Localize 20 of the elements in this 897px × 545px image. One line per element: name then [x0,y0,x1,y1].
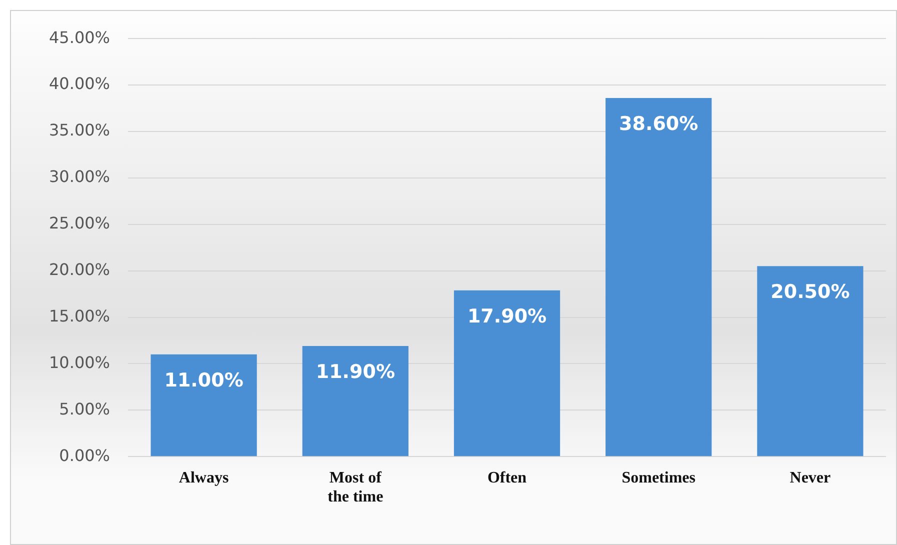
x-tick-label: Most of the time [328,469,384,506]
y-tick-label: 15.00% [48,306,110,326]
y-tick-label: 30.00% [48,167,110,186]
data-label: 20.50% [770,281,850,304]
data-label: 17.90% [467,305,547,328]
y-tick-label: 45.00% [48,28,110,47]
y-tick-label: 25.00% [48,214,110,233]
y-tick-label: 40.00% [48,74,110,94]
data-label: 11.90% [316,361,395,383]
y-tick-label: 5.00% [59,399,110,418]
data-label: 38.60% [619,112,698,135]
data-label: 11.00% [164,369,244,392]
y-tick-label: 35.00% [48,120,110,140]
x-tick-label: Never [790,469,831,486]
x-tick-label: Often [487,469,527,486]
y-tick-label: 0.00% [59,446,110,465]
y-tick-label: 10.00% [48,352,110,372]
x-tick-label: Sometimes [622,469,696,486]
y-tick-label: 20.00% [48,260,110,279]
x-tick-label: Always [178,469,229,486]
